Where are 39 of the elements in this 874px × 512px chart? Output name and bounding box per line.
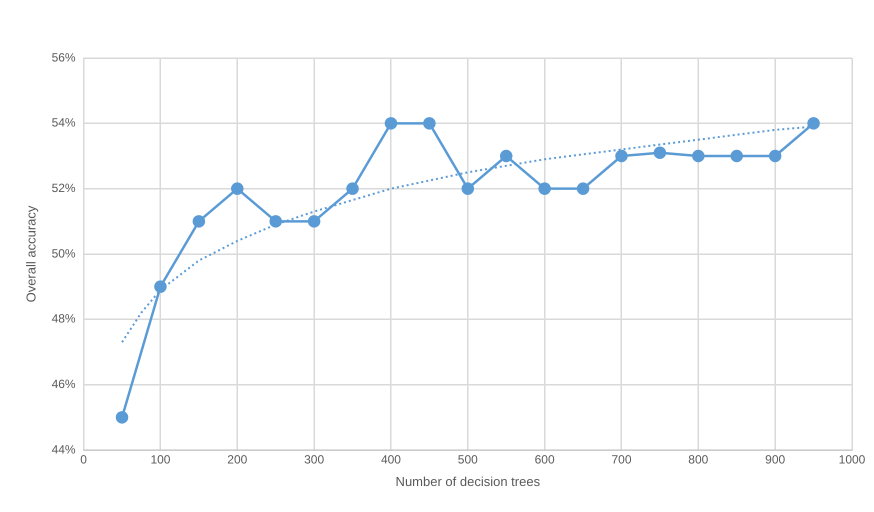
x-axis-title: Number of decision trees: [396, 474, 541, 489]
point: [768, 150, 782, 162]
x-tick-label: 800: [688, 452, 709, 467]
point: [269, 215, 282, 228]
point: [192, 215, 206, 228]
point: [538, 182, 551, 195]
y-tick-label: 56%: [52, 50, 76, 64]
y-axis-title: Overall accuracy: [23, 205, 38, 302]
point: [615, 150, 628, 162]
x-tick-label: 700: [611, 452, 632, 467]
point: [346, 182, 359, 195]
y-tick-label: 50%: [52, 246, 76, 260]
point: [576, 182, 590, 195]
x-tick-label: 300: [304, 452, 324, 467]
x-tick-label: 1000: [838, 452, 866, 467]
point: [231, 182, 244, 195]
point: [692, 150, 705, 162]
y-tick-label: 44%: [52, 442, 76, 456]
x-tick-label: 200: [227, 452, 248, 467]
point: [116, 411, 128, 424]
y-tick-label: 54%: [52, 116, 76, 130]
point: [654, 146, 666, 159]
x-tick-label: 500: [458, 452, 478, 467]
point: [423, 117, 436, 130]
x-tick-label: 100: [150, 452, 171, 467]
point: [462, 182, 474, 195]
point: [500, 150, 512, 162]
point: [308, 215, 320, 228]
point: [154, 280, 167, 293]
y-tick-label: 52%: [52, 180, 76, 195]
y-tick-label: 46%: [52, 376, 76, 391]
point: [384, 117, 398, 130]
point: [807, 117, 820, 130]
y-tick-label: 48%: [52, 312, 76, 326]
x-tick-label: 900: [765, 452, 786, 467]
x-tick-label: 400: [380, 452, 402, 467]
x-tick-label: 600: [534, 452, 555, 467]
point: [730, 150, 743, 162]
x-tick-label: 0: [80, 452, 88, 467]
